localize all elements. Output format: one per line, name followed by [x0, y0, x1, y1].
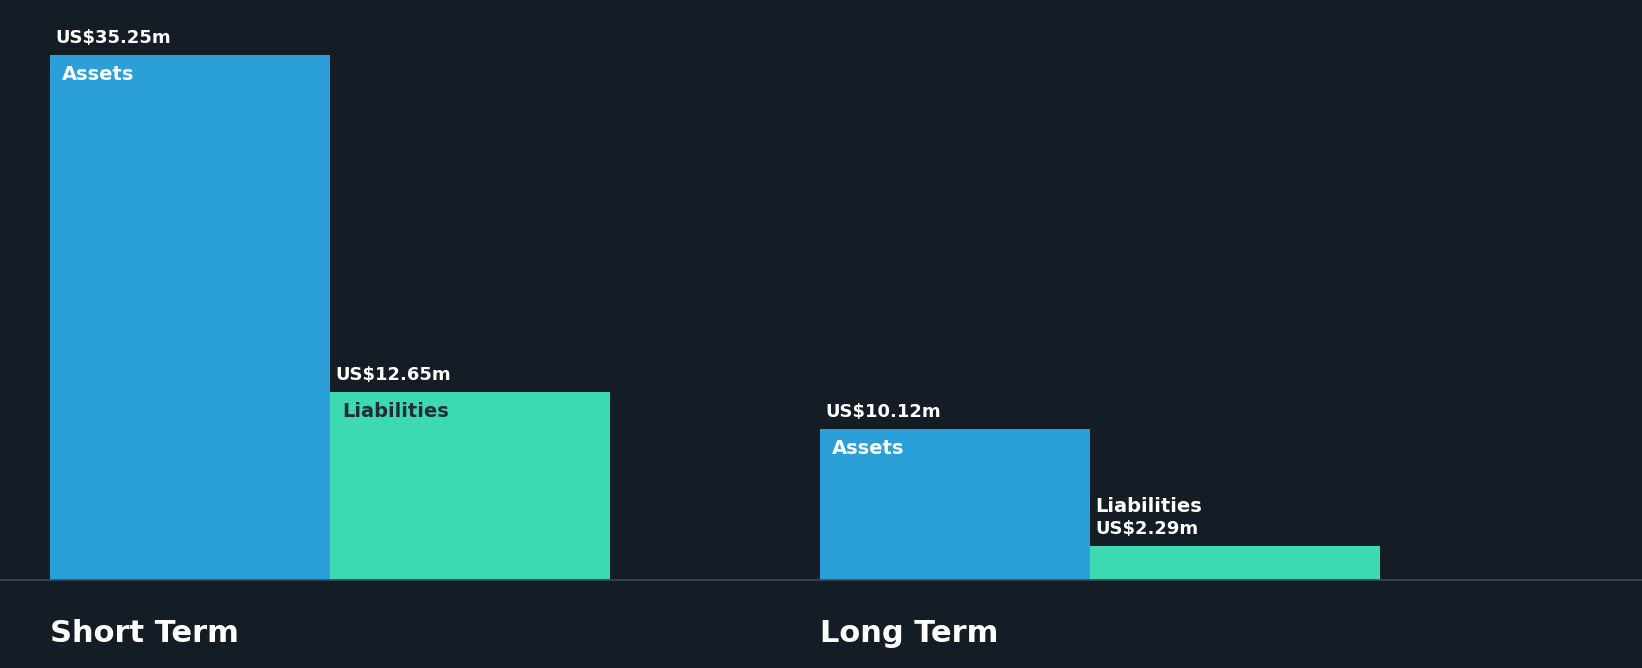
Text: US$35.25m: US$35.25m: [54, 29, 171, 47]
Text: Short Term: Short Term: [49, 619, 238, 648]
Text: Assets: Assets: [62, 65, 135, 84]
Bar: [1090, 546, 1379, 580]
Bar: [819, 430, 1090, 580]
Bar: [49, 55, 330, 580]
Text: Long Term: Long Term: [819, 619, 998, 648]
Text: US$10.12m: US$10.12m: [824, 403, 941, 422]
Text: Liabilities: Liabilities: [342, 401, 448, 421]
Text: Liabilities: Liabilities: [1095, 497, 1202, 516]
Bar: [330, 391, 609, 580]
Text: US$12.65m: US$12.65m: [335, 365, 450, 383]
Text: Assets: Assets: [832, 440, 905, 458]
Text: US$2.29m: US$2.29m: [1095, 520, 1199, 538]
